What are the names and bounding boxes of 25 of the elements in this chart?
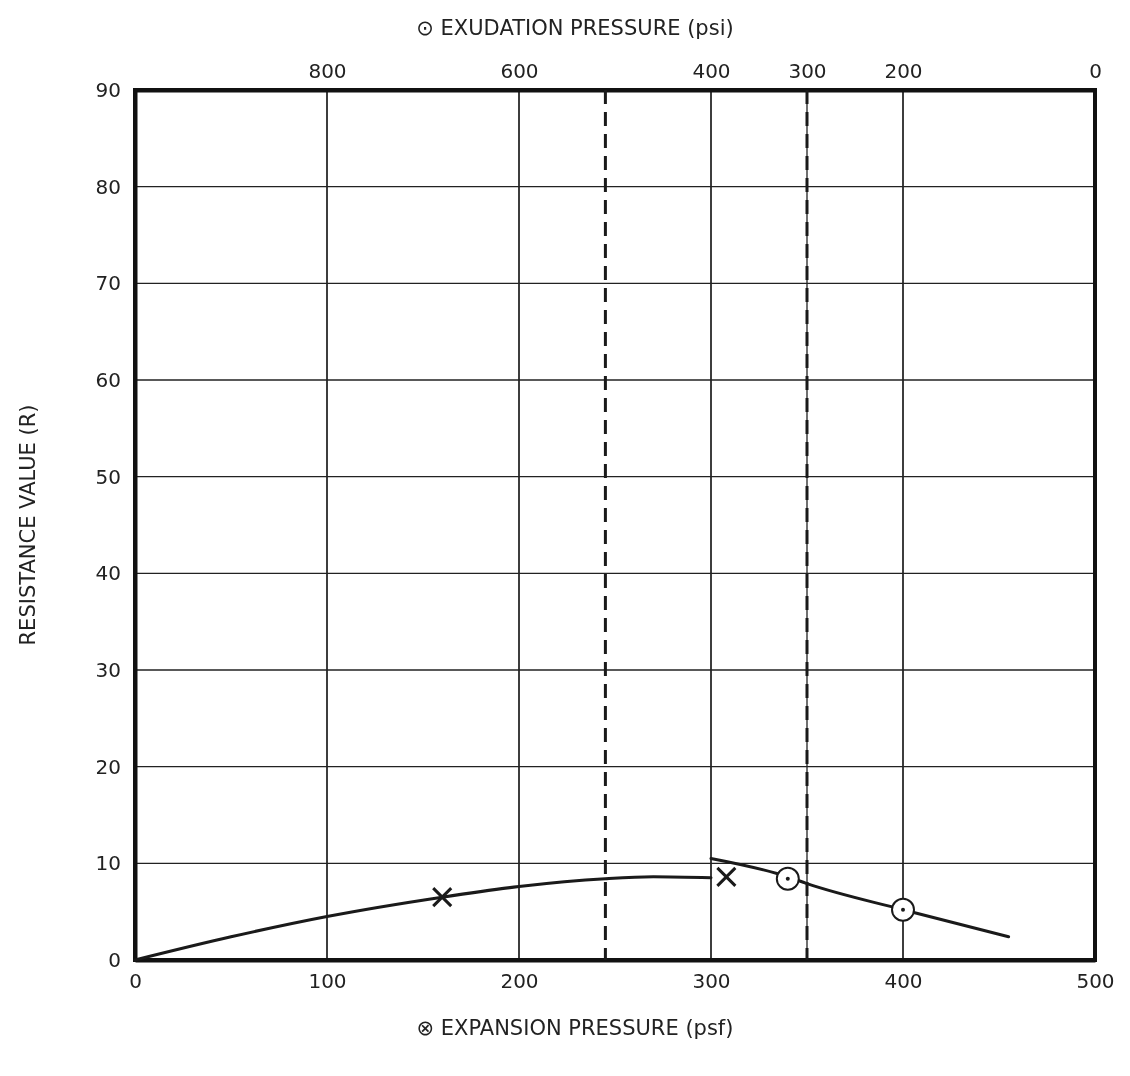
x2-axis-title: ⊙ EXUDATION PRESSURE (psi) [416,16,734,40]
x-tick-label: 300 [692,969,731,994]
x-tick-label: 400 [884,969,923,994]
y-tick-label: 30 [95,657,121,682]
x-tick-label: 100 [308,969,347,994]
x2-tick-label: 200 [884,59,923,83]
x-tick-label: 0 [129,969,142,994]
x2-tick-label: 400 [692,59,731,83]
x2-tick-label: 800 [308,59,347,83]
x2-tick-label: 0 [1089,59,1102,83]
x2-tick-label: 600 [500,59,539,83]
y-tick-label: 0 [108,947,121,972]
x-axis-title: ⊗ EXPANSION PRESSURE (psf) [416,1016,734,1040]
y-tick-label: 20 [95,754,121,779]
y-tick-label: 60 [95,367,121,392]
y-tick-label: 40 [95,561,121,586]
y-tick-label: 80 [95,174,121,199]
x2-tick-label: 300 [788,59,827,83]
x-tick-label: 500 [1076,969,1115,994]
y-axis-title: RESISTANCE VALUE (R) [16,404,40,646]
y-tick-label: 50 [95,464,121,489]
x-tick-label: 200 [500,969,539,994]
y-tick-label: 10 [95,851,121,876]
y-tick-label: 70 [95,271,121,296]
y-tick-label: 90 [95,77,121,102]
